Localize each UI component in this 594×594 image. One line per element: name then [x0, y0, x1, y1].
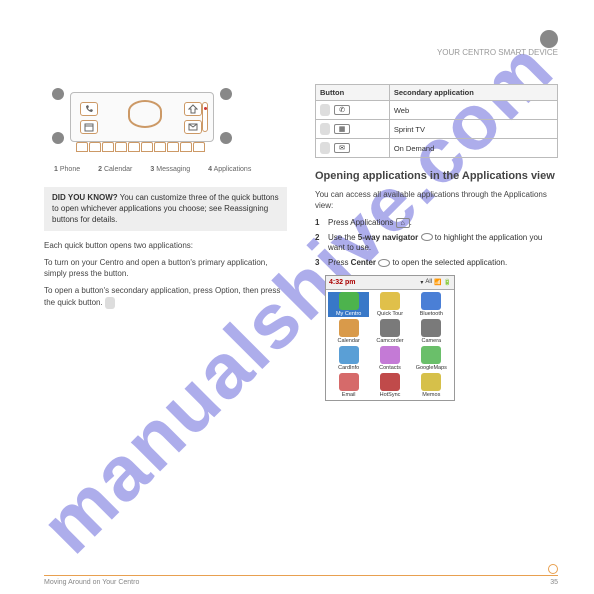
- footer-left: Moving Around on Your Centro: [44, 579, 139, 586]
- app-icon: [421, 292, 441, 310]
- app-label: Quick Tour: [377, 311, 403, 317]
- app-item[interactable]: Camcorder: [369, 319, 410, 344]
- phone-button-icon: [80, 102, 98, 116]
- nav-ring-icon: [128, 100, 162, 128]
- step-num: 2: [315, 233, 323, 255]
- app-label: Memos: [422, 392, 440, 398]
- cell-app: Web: [389, 101, 557, 120]
- app-icon: [339, 346, 359, 364]
- step-num: 1: [315, 218, 323, 229]
- table-row: ✉ On Demand: [316, 139, 558, 158]
- app-item[interactable]: GoogleMaps: [411, 346, 452, 371]
- left-para-2: To turn on your Centro and open a button…: [44, 258, 287, 280]
- app-item[interactable]: Quick Tour: [369, 292, 410, 317]
- app-item[interactable]: Bluetooth: [411, 292, 452, 317]
- step-num: 3: [315, 258, 323, 269]
- status-icons: ▾All📶🔋: [420, 279, 451, 286]
- diagram-marker-3: [220, 132, 232, 144]
- app-icon: [339, 373, 359, 391]
- app-icon: [380, 373, 400, 391]
- tip-title: DID YOU KNOW?: [52, 193, 118, 202]
- apps-heading: Opening applications in the Applications…: [315, 170, 558, 182]
- app-icon: [421, 346, 441, 364]
- app-label: Bluetooth: [420, 311, 443, 317]
- app-label: GoogleMaps: [416, 365, 447, 371]
- table-row: ✆ Web: [316, 101, 558, 120]
- app-item[interactable]: Email: [328, 373, 369, 398]
- apps-view-screenshot: 4:32 pm ▾All📶🔋 My Centro Quick Tour Blueto…: [325, 275, 455, 401]
- step-text: Press Center to open the selected applic…: [328, 258, 507, 267]
- applications-button-icon: [184, 102, 202, 116]
- app-label: HotSync: [380, 392, 401, 398]
- apps-intro: You can access all available application…: [315, 190, 558, 212]
- apps-status-bar: 4:32 pm ▾All📶🔋: [326, 276, 454, 290]
- app-label: My Centro: [336, 311, 361, 317]
- app-label: Email: [342, 392, 356, 398]
- header-section-label: YOUR CENTRO SMART DEVICE: [437, 48, 558, 57]
- app-label: Contacts: [379, 365, 401, 371]
- app-label: CardInfo: [338, 365, 359, 371]
- app-item[interactable]: CardInfo: [328, 346, 369, 371]
- left-column: 1 Phone 2 Calendar 3 Messaging 4 Applica…: [44, 78, 287, 401]
- cell-app: Sprint TV: [389, 120, 557, 139]
- option-key-icon: [320, 142, 330, 154]
- diagram-marker-4: [220, 88, 232, 100]
- nav-oval-icon: [421, 233, 433, 241]
- app-item[interactable]: Memos: [411, 373, 452, 398]
- keyboard-icon: [76, 142, 205, 152]
- app-item[interactable]: Camera: [411, 319, 452, 344]
- table-row: ▦ Sprint TV: [316, 120, 558, 139]
- left-para-1: Each quick button opens two applications…: [44, 241, 287, 252]
- app-icon: [339, 319, 359, 337]
- phone-icon: ✆: [334, 105, 350, 115]
- step-text: Use the 5-way navigator to highlight the…: [328, 233, 542, 253]
- cell-app: On Demand: [389, 139, 557, 158]
- diagram-marker-1: [52, 88, 64, 100]
- app-icon: [421, 373, 441, 391]
- calendar-button-icon: [80, 120, 98, 134]
- table-header-app: Secondary application: [389, 85, 557, 101]
- app-label: Camera: [422, 338, 442, 344]
- app-icon: [339, 292, 359, 310]
- table-header-button: Button: [316, 85, 390, 101]
- home-icon: ⌂: [396, 218, 410, 228]
- status-time: 4:32 pm: [329, 279, 355, 286]
- app-item[interactable]: Contacts: [369, 346, 410, 371]
- tip-box: DID YOU KNOW? You can customize three of…: [44, 187, 287, 231]
- right-column: Button Secondary application ✆ Web ▦ Spr…: [315, 78, 558, 401]
- app-item[interactable]: HotSync: [369, 373, 410, 398]
- messaging-button-icon: [184, 120, 202, 134]
- option-key-icon: [105, 297, 115, 309]
- center-oval-icon: [378, 259, 390, 267]
- footer-page: 35: [550, 579, 558, 586]
- side-button-icon: [202, 102, 208, 132]
- header-section-dot: [540, 30, 558, 48]
- app-icon: [380, 319, 400, 337]
- app-item[interactable]: Calendar: [328, 319, 369, 344]
- device-diagram: [52, 80, 232, 156]
- step-3: 3 Press Center to open the selected appl…: [315, 258, 558, 269]
- app-label: Calendar: [338, 338, 360, 344]
- app-icon: [421, 319, 441, 337]
- step-text: Press Applications: [328, 218, 396, 227]
- diagram-marker-2: [52, 132, 64, 144]
- option-key-icon: [320, 104, 330, 116]
- page-corner-dot: [548, 564, 558, 574]
- app-item[interactable]: My Centro: [328, 292, 369, 317]
- messaging-icon: ✉: [334, 143, 350, 153]
- left-para-3: To open a button's secondary application…: [44, 286, 287, 309]
- app-label: Camcorder: [376, 338, 403, 344]
- app-icon: [380, 346, 400, 364]
- footer: Moving Around on Your Centro 35: [44, 575, 558, 586]
- secondary-app-table: Button Secondary application ✆ Web ▦ Spr…: [315, 84, 558, 158]
- diagram-legend: 1 Phone 2 Calendar 3 Messaging 4 Applica…: [54, 166, 287, 173]
- apps-grid: My Centro Quick Tour Bluetooth Calendar Camc…: [326, 290, 454, 400]
- calendar-icon: ▦: [334, 124, 350, 134]
- app-icon: [380, 292, 400, 310]
- step-1: 1 Press Applications ⌂.: [315, 218, 558, 229]
- page: YOUR CENTRO SMART DEVICE: [0, 0, 594, 594]
- option-key-icon: [320, 123, 330, 135]
- step-2: 2 Use the 5-way navigator to highlight t…: [315, 233, 558, 255]
